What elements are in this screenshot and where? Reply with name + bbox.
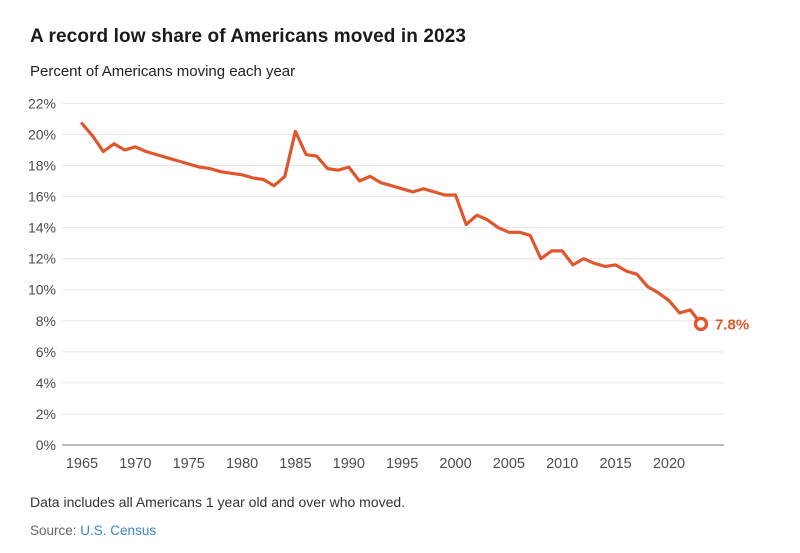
data-line <box>80 122 703 326</box>
y-tick-label: 14% <box>28 220 56 236</box>
x-tick-label: 1980 <box>226 456 258 472</box>
mobility-line-chart: 0% 2% 4% 6% 8% 10% 12% 14% 16% 18% 20% 22% 1965 1970 1… <box>28 95 749 472</box>
x-tick-label: 1975 <box>173 456 205 472</box>
endpoint-value-label: 7.8% <box>715 316 749 333</box>
y-tick-label: 6% <box>36 344 56 360</box>
x-tick-label: 2015 <box>599 456 631 472</box>
chart-subtitle: Percent of Americans moving each year <box>30 63 296 80</box>
endpoint-marker <box>693 316 709 332</box>
x-tick-label: 2005 <box>493 456 525 472</box>
y-tick-label: 18% <box>28 158 56 174</box>
y-tick-label: 8% <box>36 313 56 329</box>
source-link[interactable]: U.S. Census <box>80 523 157 538</box>
y-tick-label: 12% <box>28 251 56 267</box>
source-label: Source: <box>30 523 77 538</box>
x-tick-label: 2010 <box>546 456 578 472</box>
y-tick-label: 10% <box>28 282 56 298</box>
source-line: Source: U.S. Census <box>30 523 770 539</box>
x-tick-label: 1985 <box>279 456 311 472</box>
footnote: Data includes all Americans 1 year old a… <box>30 494 406 510</box>
y-tick-label: 2% <box>36 406 56 422</box>
x-tick-label: 1970 <box>119 456 151 472</box>
y-tick-label: 16% <box>28 189 56 205</box>
x-tick-label: 1965 <box>66 456 98 472</box>
x-tick-label: 1995 <box>386 456 418 472</box>
y-tick-label: 22% <box>28 95 56 111</box>
x-tick-label: 1990 <box>333 456 365 472</box>
page-title: A record low share of Americans moved in… <box>30 26 467 47</box>
x-tick-label: 2000 <box>439 456 471 472</box>
y-tick-label: 4% <box>36 375 56 391</box>
y-tick-label: 20% <box>28 126 56 142</box>
x-tick-label: 2020 <box>653 456 685 472</box>
y-tick-label: 0% <box>36 437 56 453</box>
